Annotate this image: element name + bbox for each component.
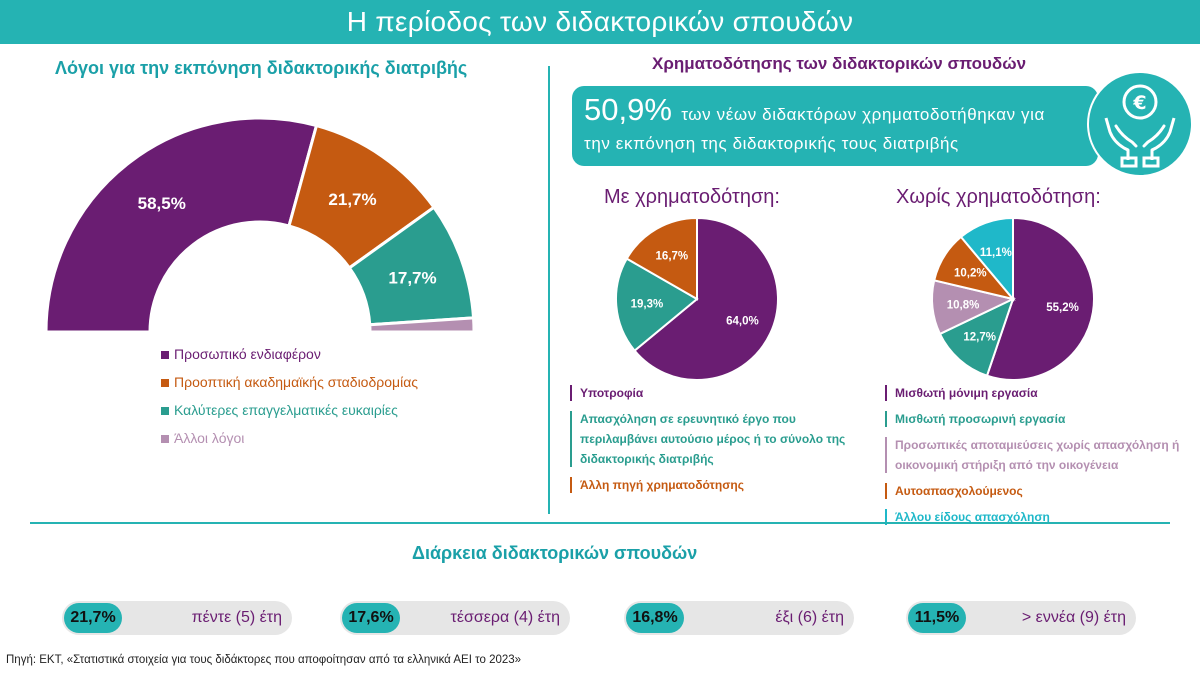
legend-item: Αυτοαπασχολούμενος: [885, 481, 1197, 501]
funding-heading: Χρηματοδότησης των διδακτορικών σπουδών: [652, 54, 1027, 73]
legend-item: Προσωπικές αποταμιεύσεις χωρίς απασχόλησ…: [885, 435, 1197, 475]
banner-line-1: 50,9% των νέων διδακτόρων χρηματοδοτήθηκ…: [584, 92, 1084, 128]
legend-label: Προσωπικές αποταμιεύσεις χωρίς απασχόλησ…: [895, 438, 1180, 472]
pie-data-label: 19,3%: [631, 298, 664, 310]
legend-marker: [885, 483, 887, 499]
funding-banner: 50,9% των νέων διδακτόρων χρηματοδοτήθηκ…: [572, 86, 1098, 166]
with-funding-title: Με χρηματοδότηση:: [604, 186, 780, 208]
donut-data-label: 21,7%: [328, 190, 376, 209]
duration-label: έξι (6) έτη: [775, 609, 844, 626]
banner-value: 50,9%: [584, 92, 672, 127]
legend-label: Άλλοι λόγοι: [174, 430, 245, 446]
legend-swatch: [161, 407, 169, 415]
pie-slice: [938, 297, 1015, 377]
duration-label: πέντε (5) έτη: [191, 609, 282, 626]
title-bar: Η περίοδος των διδακτορικών σπουδών: [0, 0, 1200, 44]
legend-marker: [885, 509, 887, 525]
legend-item: Άλλοι λόγοι: [161, 430, 461, 458]
legend-item: Άλλου είδους απασχόληση: [885, 507, 1197, 527]
legend-label: Προσωπικό ενδιαφέρον: [174, 346, 321, 362]
pie-data-label: 11,1%: [980, 247, 1012, 259]
legend-swatch: [161, 379, 169, 387]
legend-marker: [885, 411, 887, 427]
duration-value: 16,8%: [626, 603, 684, 633]
without-funding-title: Χωρίς χρηματοδότηση:: [896, 186, 1101, 208]
without-funding-pie-chart: 55,2% 12,7% 10,8% 10,2% 11,1%: [931, 216, 1095, 381]
pie-data-label: 64,0%: [726, 315, 759, 327]
duration-pill: 21,7% πέντε (5) έτη: [62, 601, 292, 635]
legend-label: Προοπτική ακαδημαϊκής σταδιοδρομίας: [174, 374, 419, 390]
legend-item: Προσωπικό ενδιαφέρον: [161, 346, 461, 374]
pie-data-label: 16,7%: [656, 251, 689, 263]
pie-data-label: 12,7%: [963, 332, 996, 344]
legend-label: Μισθωτή προσωρινή εργασία: [895, 412, 1066, 426]
legend-marker: [885, 385, 887, 401]
without-funding-legend: Μισθωτή μόνιμη εργασία Μισθωτή προσωρινή …: [885, 383, 1197, 533]
duration-value: 11,5%: [908, 603, 966, 633]
donut-slice: [368, 316, 476, 334]
donut-data-label: 58,5%: [138, 194, 186, 213]
with-funding-legend: Υποτροφία Απασχόληση σε ερευνητικό έργο π…: [570, 383, 848, 501]
horizontal-divider: [30, 522, 1170, 524]
with-funding-pie-chart: 64,0% 19,3% 16,7%: [615, 216, 779, 381]
legend-label: Απασχόληση σε ερευνητικό έργο που περιλα…: [580, 412, 846, 466]
legend-label: Μισθωτή μόνιμη εργασία: [895, 386, 1038, 400]
duration-label: τέσσερα (4) έτη: [450, 609, 560, 626]
duration-label: > εννέα (9) έτη: [1021, 609, 1126, 626]
legend-marker: [570, 477, 572, 493]
reasons-legend: Προσωπικό ενδιαφέρον Προοπτική ακαδημαϊκή…: [161, 346, 461, 458]
legend-label: Άλλη πηγή χρηματοδότησης: [580, 478, 745, 492]
legend-label: Άλλου είδους απασχόληση: [895, 510, 1050, 524]
legend-item: Υποτροφία: [570, 383, 848, 403]
reasons-donut-chart: 58,5% 21,7% 17,7%: [44, 116, 476, 334]
duration-value: 21,7%: [64, 603, 122, 633]
legend-item: Άλλη πηγή χρηματοδότησης: [570, 475, 848, 495]
svg-text:€: €: [1132, 92, 1146, 114]
source-note: Πηγή: ΕΚΤ, «Στατιστικά στοιχεία για τους…: [6, 654, 522, 666]
reasons-heading: Λόγοι για την εκπόνηση διδακτορικής διατ…: [55, 58, 468, 78]
legend-item: Προοπτική ακαδημαϊκής σταδιοδρομίας: [161, 374, 461, 402]
pie-data-label: 10,2%: [954, 268, 987, 280]
page-title: Η περίοδος των διδακτορικών σπουδών: [346, 6, 854, 37]
pie-slice: [625, 216, 698, 301]
legend-label: Αυτοαπασχολούμενος: [895, 484, 1023, 498]
legend-item: Καλύτερες επαγγελματικές ευκαιρίες: [161, 402, 461, 430]
duration-pill: 17,6% τέσσερα (4) έτη: [340, 601, 570, 635]
banner-line-2: την εκπόνηση της διδακτορικής τους διατρ…: [584, 134, 959, 153]
pie-data-label: 10,8%: [947, 299, 980, 311]
legend-label: Υποτροφία: [580, 386, 644, 400]
duration-pill: 11,5% > εννέα (9) έτη: [906, 601, 1136, 635]
duration-heading: Διάρκεια διδακτορικών σπουδών: [412, 543, 698, 563]
pie-data-label: 55,2%: [1046, 302, 1079, 314]
duration-value: 17,6%: [342, 603, 400, 633]
legend-swatch: [161, 435, 169, 443]
pie-slice: [633, 216, 779, 381]
banner-text-1: των νέων διδακτόρων χρηματοδοτήθηκαν για: [681, 105, 1045, 124]
legend-item: Μισθωτή μόνιμη εργασία: [885, 383, 1197, 403]
legend-item: Μισθωτή προσωρινή εργασία: [885, 409, 1197, 429]
donut-data-label: 17,7%: [388, 268, 436, 287]
pie-slice: [615, 257, 699, 353]
duration-pill: 16,8% έξι (6) έτη: [624, 601, 854, 635]
legend-item: Απασχόληση σε ερευνητικό έργο που περιλα…: [570, 409, 848, 469]
legend-marker: [885, 437, 887, 473]
donut-slice: [44, 116, 319, 334]
legend-marker: [570, 411, 572, 467]
vertical-divider: [548, 66, 550, 514]
legend-label: Καλύτερες επαγγελματικές ευκαιρίες: [174, 402, 398, 418]
pie-slice: [959, 216, 1014, 302]
legend-swatch: [161, 351, 169, 359]
legend-marker: [570, 385, 572, 401]
euro-hands-icon: €: [1087, 71, 1193, 177]
